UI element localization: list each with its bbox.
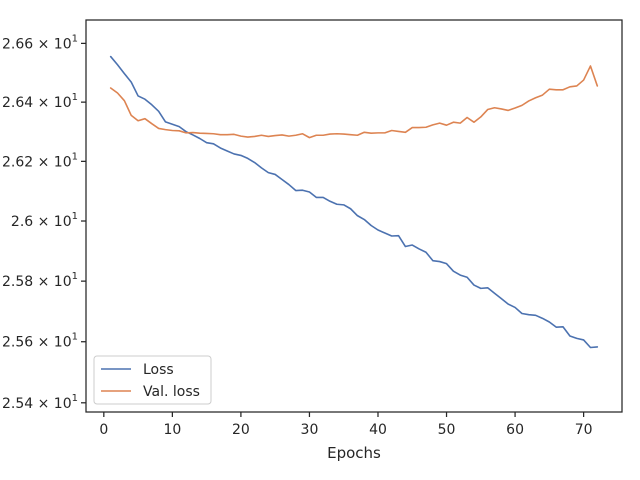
x-tick-label: 60: [506, 422, 524, 438]
legend-label-1: Val. loss: [143, 384, 200, 400]
plot-area-frame: [85, 19, 623, 413]
x-axis-label: Epochs: [327, 444, 381, 462]
x-axis: 0 10 20 30 40 50 60 70: [99, 412, 593, 438]
series-line-1: [109, 65, 599, 139]
x-tick-label: 50: [438, 422, 456, 438]
x-tick-label: 70: [575, 422, 593, 438]
x-tick-label: 40: [369, 422, 387, 438]
legend-label-0: Loss: [143, 362, 174, 378]
y-tick-label: 2.56 × 101: [2, 332, 78, 351]
x-tick-label: 10: [163, 422, 181, 438]
y-tick-label: 2.54 × 101: [2, 393, 78, 412]
series-layer: [109, 55, 599, 349]
y-tick-label: 2.6 × 101: [11, 211, 78, 230]
series-line-0: [109, 55, 599, 349]
x-tick-label: 0: [99, 422, 108, 438]
x-tick-label: 20: [232, 422, 250, 438]
legend: Loss Val. loss: [93, 355, 212, 405]
y-axis: 2.54 × 101 2.56 × 101 2.58 × 101 2.6 × 101 2…: [2, 33, 86, 412]
x-tick-label: 30: [301, 422, 319, 438]
y-tick-label: 2.64 × 101: [2, 92, 78, 111]
y-tick-label: 2.62 × 101: [2, 151, 78, 170]
y-tick-label: 2.58 × 101: [2, 271, 78, 290]
y-tick-label: 2.66 × 101: [2, 33, 78, 52]
legend-box: [93, 355, 212, 405]
